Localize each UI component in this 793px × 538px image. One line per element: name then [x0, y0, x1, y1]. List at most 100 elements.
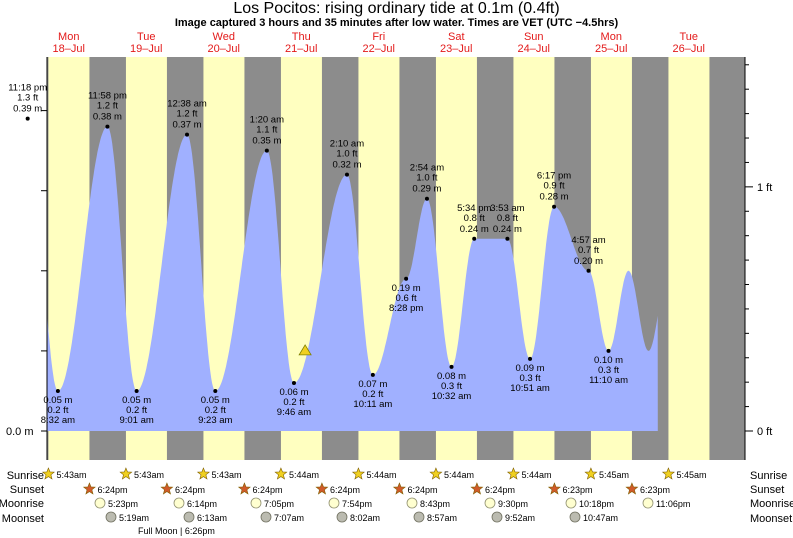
- tide-time-label: 4:57 am: [571, 235, 605, 246]
- tide-time-label: 5:34 pm: [457, 203, 491, 214]
- tide-m-label: 0.38 m: [93, 112, 122, 123]
- tide-m-label: 0.05 m: [43, 395, 72, 406]
- day-name: Mon: [601, 31, 622, 43]
- day-date: 22–Jul: [363, 43, 395, 55]
- right-axis-label-0ft: 0 ft: [757, 426, 772, 438]
- sunrise-icon: [506, 467, 520, 480]
- day-name: Tue: [679, 31, 698, 43]
- tide-m-label: 0.32 m: [332, 160, 361, 171]
- tide-extreme-point: [55, 388, 60, 393]
- left-axis-label: 0.0 m: [6, 426, 34, 438]
- day-date: 23–Jul: [440, 43, 472, 55]
- sunrise-icon: [274, 467, 288, 480]
- tide-extreme-point: [344, 172, 349, 177]
- moonrise-time: 11:06pm: [656, 499, 690, 509]
- moonrise-time: 7:05pm: [264, 499, 294, 509]
- sunrise-icon: [119, 467, 133, 480]
- moonset-icon: [260, 511, 272, 523]
- tide-ft-label: 0.8 ft: [464, 213, 485, 224]
- full-moon-label: Full Moon | 6:26pm: [138, 526, 215, 536]
- chart-subtitle: Image captured 3 hours and 35 minutes af…: [174, 17, 619, 29]
- moonset-time: 8:57am: [427, 513, 457, 523]
- day-date: 25–Jul: [595, 43, 627, 55]
- tide-m-label: 0.10 m: [594, 355, 623, 366]
- day-name: Thu: [292, 31, 311, 43]
- tide-time-label: 1:20 am: [250, 115, 284, 126]
- moonrise-time: 9:30pm: [498, 499, 528, 509]
- day-date: 24–Jul: [518, 43, 550, 55]
- tide-time-label: 11:18 pm: [8, 83, 47, 94]
- sunset-time: 6:24pm: [330, 485, 360, 495]
- sunrise-icon: [351, 467, 365, 480]
- day-name: Tue: [137, 31, 156, 43]
- sunset-time: 6:24pm: [252, 485, 282, 495]
- sunrise-time: 5:45am: [676, 470, 706, 480]
- tide-extreme-point: [424, 196, 429, 201]
- sunset-time: 6:24pm: [485, 485, 515, 495]
- sunset-icon: [625, 482, 639, 495]
- sunset-icon: [547, 482, 561, 495]
- tide-ft-label: 0.3 ft: [519, 373, 540, 384]
- sunset-icon: [470, 482, 484, 495]
- tide-time-label: 11:10 am: [589, 375, 628, 386]
- row-label-moonset: Moonset: [2, 513, 44, 525]
- moonrise-time: 8:43pm: [420, 499, 450, 509]
- tide-time-label: 2:54 am: [410, 163, 444, 174]
- tide-ft-label: 1.2 ft: [97, 101, 118, 112]
- row-label-right-sunset: Sunset: [750, 484, 784, 496]
- tide-ft-label: 0.2 ft: [362, 389, 383, 400]
- moonrise-icon: [173, 497, 185, 509]
- moonrise-icon: [642, 497, 654, 509]
- tide-ft-label: 0.2 ft: [283, 397, 304, 408]
- moonset-icon: [491, 511, 503, 523]
- tide-extreme-point: [291, 380, 296, 385]
- moonset-icon: [569, 511, 581, 523]
- tide-time-label: 2:10 am: [330, 139, 364, 150]
- moonset-icon: [183, 511, 195, 523]
- day-name: Fri: [372, 31, 385, 43]
- tide-extreme-point: [185, 132, 190, 137]
- tide-extreme-point: [586, 268, 591, 273]
- current-tide-marker: [298, 344, 312, 356]
- sunrise-time: 5:43am: [134, 470, 164, 480]
- day-date: 19–Jul: [130, 43, 162, 55]
- moonrise-icon: [484, 497, 496, 509]
- day-date: 26–Jul: [673, 43, 705, 55]
- day-date: 21–Jul: [285, 43, 317, 55]
- tide-ft-label: 1.0 ft: [416, 173, 437, 184]
- tide-time-label: 6:17 pm: [537, 171, 571, 182]
- row-label-moonrise: Moonrise: [0, 498, 44, 510]
- sunset-time: 6:24pm: [175, 485, 205, 495]
- tide-m-label: 0.24 m: [493, 224, 522, 235]
- tide-ft-label: 0.8 ft: [497, 213, 518, 224]
- row-label-right-sunrise: Sunrise: [750, 470, 787, 482]
- tide-extreme-point: [472, 236, 477, 241]
- tide-ft-label: 0.3 ft: [441, 381, 462, 392]
- tide-extreme-point: [552, 204, 557, 209]
- tide-time-label: 9:46 am: [277, 407, 311, 418]
- tide-time-label: 12:38 am: [167, 99, 207, 110]
- sunset-icon: [160, 482, 174, 495]
- moonrise-time: 10:18pm: [579, 499, 614, 509]
- sunset-icon: [392, 482, 406, 495]
- tide-m-label: 0.28 m: [540, 192, 569, 203]
- day-name: Mon: [58, 31, 79, 43]
- tide-ft-label: 1.1 ft: [256, 125, 277, 136]
- tide-time-label: 9:23 am: [198, 415, 232, 426]
- day-name: Sun: [524, 31, 544, 43]
- sunrise-time: 5:43am: [56, 470, 86, 480]
- moonset-time: 5:19am: [119, 513, 149, 523]
- moonset-time: 8:02am: [350, 513, 380, 523]
- tide-m-label: 0.05 m: [122, 395, 151, 406]
- tide-extreme-point: [105, 124, 110, 129]
- moonset-icon: [105, 511, 117, 523]
- sunset-icon: [315, 482, 329, 495]
- moonset-icon: [336, 511, 348, 523]
- sunset-time: 6:24pm: [407, 485, 437, 495]
- tide-m-label: 0.19 m: [392, 283, 421, 294]
- sunrise-icon: [584, 467, 598, 480]
- moonset-time: 7:07am: [274, 513, 304, 523]
- tide-ft-label: 0.3 ft: [598, 365, 619, 376]
- tide-extreme-point: [606, 348, 611, 353]
